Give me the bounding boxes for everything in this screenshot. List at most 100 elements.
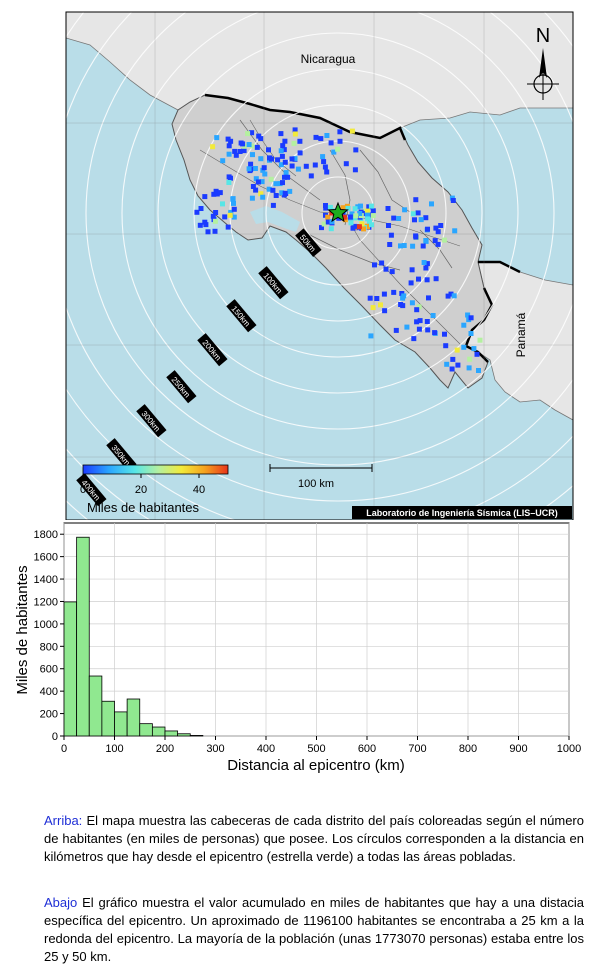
district-marker: [202, 219, 208, 225]
district-marker: [245, 131, 251, 137]
district-marker: [327, 204, 333, 210]
district-marker: [353, 147, 359, 153]
district-marker: [337, 138, 343, 144]
district-marker: [412, 217, 417, 223]
district-marker: [349, 211, 355, 217]
district-marker: [388, 232, 394, 238]
district-marker: [416, 276, 421, 282]
district-marker: [253, 187, 259, 193]
district-marker: [220, 158, 226, 164]
y-tick-label: 1200: [34, 596, 58, 608]
distance-ring: [121, 12, 555, 430]
district-marker: [295, 166, 301, 172]
district-marker: [415, 210, 421, 216]
district-marker: [328, 140, 334, 146]
caption-bottom: Abajo El gráfico muestra el valor acumul…: [44, 894, 584, 966]
district-marker: [323, 203, 328, 208]
district-marker: [331, 149, 337, 155]
colorbar-tick: 40: [193, 484, 205, 496]
district-marker: [414, 307, 420, 313]
district-marker: [438, 223, 444, 228]
district-marker: [401, 243, 407, 248]
district-marker: [285, 174, 291, 180]
district-marker: [423, 215, 429, 221]
district-marker: [250, 184, 256, 189]
y-axis-label: Miles de habitantes: [14, 565, 31, 694]
district-marker: [450, 198, 456, 203]
district-marker: [369, 222, 374, 228]
district-marker: [367, 212, 373, 218]
district-marker: [349, 128, 355, 134]
x-tick-label: 1000: [557, 743, 581, 755]
district-marker: [297, 150, 303, 156]
district-marker: [366, 204, 372, 210]
district-marker: [282, 159, 288, 165]
district-marker: [461, 322, 467, 328]
district-marker: [323, 205, 329, 211]
y-tick-label: 800: [40, 641, 58, 653]
district-marker: [258, 136, 264, 142]
district-marker: [352, 167, 358, 173]
district-marker: [225, 136, 231, 142]
y-tick-label: 1400: [34, 574, 58, 586]
district-marker: [432, 330, 438, 336]
district-marker: [378, 302, 383, 308]
district-marker: [414, 319, 420, 325]
district-marker: [450, 356, 456, 362]
district-marker: [325, 219, 331, 225]
border-nicaragua: [204, 93, 407, 141]
y-tick-label: 0: [52, 731, 58, 743]
district-marker: [320, 154, 326, 160]
district-marker: [278, 131, 284, 137]
north-label: N: [536, 25, 550, 47]
district-marker: [372, 262, 377, 268]
y-tick-label: 1000: [34, 619, 58, 631]
district-marker: [260, 167, 266, 173]
district-marker: [278, 162, 284, 168]
district-marker: [337, 129, 343, 135]
district-marker: [237, 149, 243, 154]
district-marker: [350, 225, 356, 231]
district-marker: [381, 291, 387, 297]
district-marker: [400, 295, 406, 301]
district-marker: [283, 170, 289, 176]
district-marker: [383, 266, 389, 272]
x-ticks: 0 100 200 300 400 500 600 700 800 900 1000: [61, 736, 581, 755]
district-marker: [240, 141, 246, 147]
map-frame: [65, 11, 574, 520]
district-marker: [466, 365, 472, 371]
caption-top-text: El mapa muestra las cabeceras de cada di…: [44, 813, 584, 864]
district-marker: [424, 277, 430, 283]
district-marker: [374, 296, 380, 301]
district-marker: [231, 206, 237, 212]
district-marker: [254, 144, 260, 150]
district-marker: [358, 203, 363, 209]
district-marker: [452, 228, 458, 234]
district-marker: [445, 293, 451, 299]
district-marker: [321, 221, 327, 227]
histogram-bar: [164, 730, 179, 737]
district-marker: [303, 163, 309, 169]
district-marker: [432, 238, 438, 244]
district-marker: [213, 188, 219, 194]
district-marker: [335, 146, 341, 152]
district-marker: [420, 243, 426, 249]
district-marker: [280, 180, 285, 186]
district-marker: [418, 217, 424, 223]
district-marker: [416, 326, 422, 332]
district-marker: [282, 138, 288, 144]
gulf-of-nicoya: [250, 206, 300, 232]
colorbar-title: Miles de habitantes: [87, 500, 200, 515]
district-marker: [255, 179, 261, 185]
district-marker: [281, 147, 287, 153]
district-marker: [425, 327, 431, 333]
district-marker: [451, 293, 457, 299]
district-marker: [225, 224, 231, 230]
district-marker: [423, 265, 429, 271]
district-marker: [318, 136, 324, 142]
district-marker: [365, 216, 371, 222]
district-marker: [421, 260, 427, 265]
district-marker: [425, 226, 430, 232]
grid: [63, 523, 570, 737]
district-marker: [226, 143, 232, 149]
